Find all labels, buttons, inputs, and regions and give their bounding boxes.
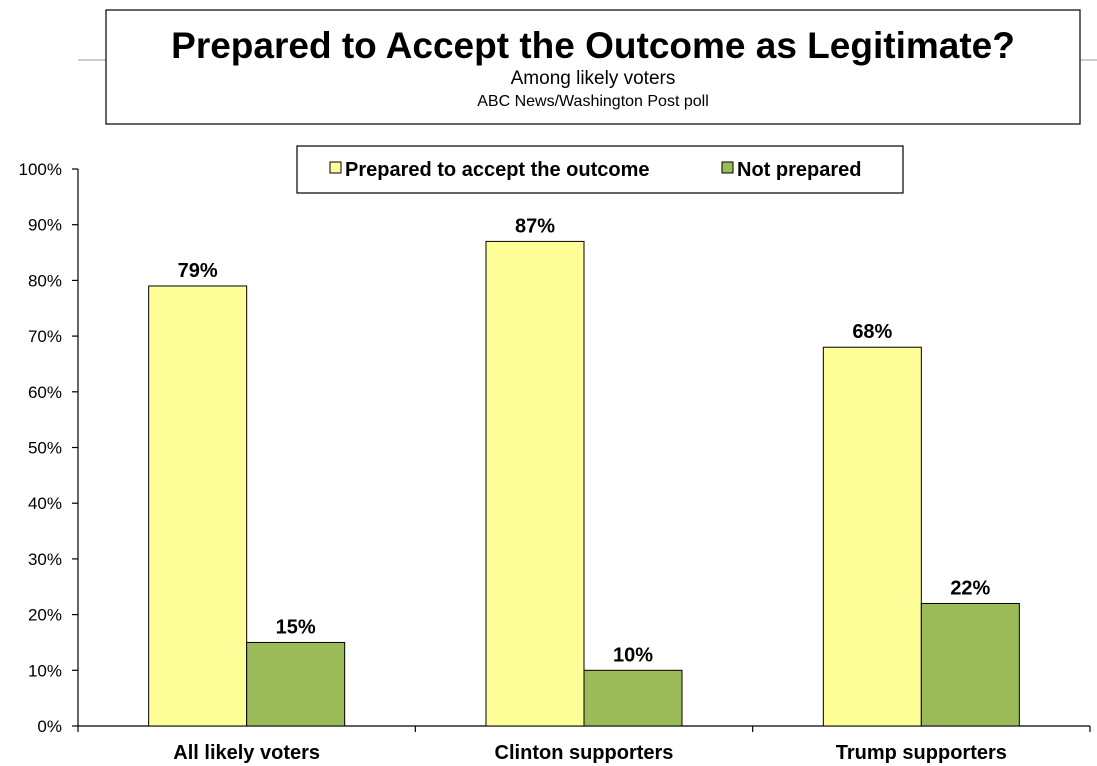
bar-not-prepared (920, 602, 1020, 727)
data-label: 87% (515, 215, 555, 237)
chart-title: Prepared to Accept the Outcome as Legiti… (171, 25, 1015, 66)
y-tick-label: 20% (28, 606, 62, 625)
bar-not-prepared (246, 641, 346, 727)
bar-prepared (822, 346, 922, 727)
bar-not-prepared (583, 669, 683, 727)
legend-label-prepared: Prepared to accept the outcome (345, 159, 650, 181)
legend-swatch-not-prepared (721, 161, 734, 174)
legend: Prepared to accept the outcome Not prepa… (296, 145, 904, 194)
y-tick-label: 100% (19, 160, 62, 179)
bars (148, 240, 1020, 727)
x-category-label: Trump supporters (836, 742, 1007, 764)
y-tick-label: 30% (28, 550, 62, 569)
y-tick-label: 10% (28, 661, 62, 680)
y-tick-label: 50% (28, 439, 62, 458)
y-tick-label: 70% (28, 327, 62, 346)
chart-source: ABC News/Washington Post poll (477, 93, 709, 110)
data-label: 79% (178, 260, 218, 282)
data-label: 10% (613, 644, 653, 666)
y-tick-label: 80% (28, 271, 62, 290)
bar-prepared (485, 240, 585, 727)
title-box (105, 9, 1081, 125)
data-label: 22% (950, 577, 990, 599)
chart-subtitle: Among likely voters (511, 68, 676, 89)
y-tick-label: 40% (28, 494, 62, 513)
y-tick-label: 90% (28, 216, 62, 235)
data-labels: 79% 15% 87% 10% 68% 22% (178, 215, 991, 666)
y-axis: 0% 10% 20% 30% 40% 50% 60% 70% 80% 90% 100% (19, 160, 79, 736)
bar-prepared (148, 285, 248, 727)
x-axis: All likely voters Clinton supporters Trump… (77, 725, 1091, 764)
x-category-label: All likely voters (173, 742, 320, 764)
data-label: 15% (276, 616, 316, 638)
x-category-label: Clinton supporters (495, 742, 674, 764)
y-tick-label: 0% (37, 717, 62, 736)
legend-box (296, 145, 904, 194)
legend-swatch-prepared (329, 161, 342, 174)
y-tick-label: 60% (28, 383, 62, 402)
legend-label-not-prepared: Not prepared (737, 159, 861, 181)
data-label: 68% (852, 321, 892, 343)
